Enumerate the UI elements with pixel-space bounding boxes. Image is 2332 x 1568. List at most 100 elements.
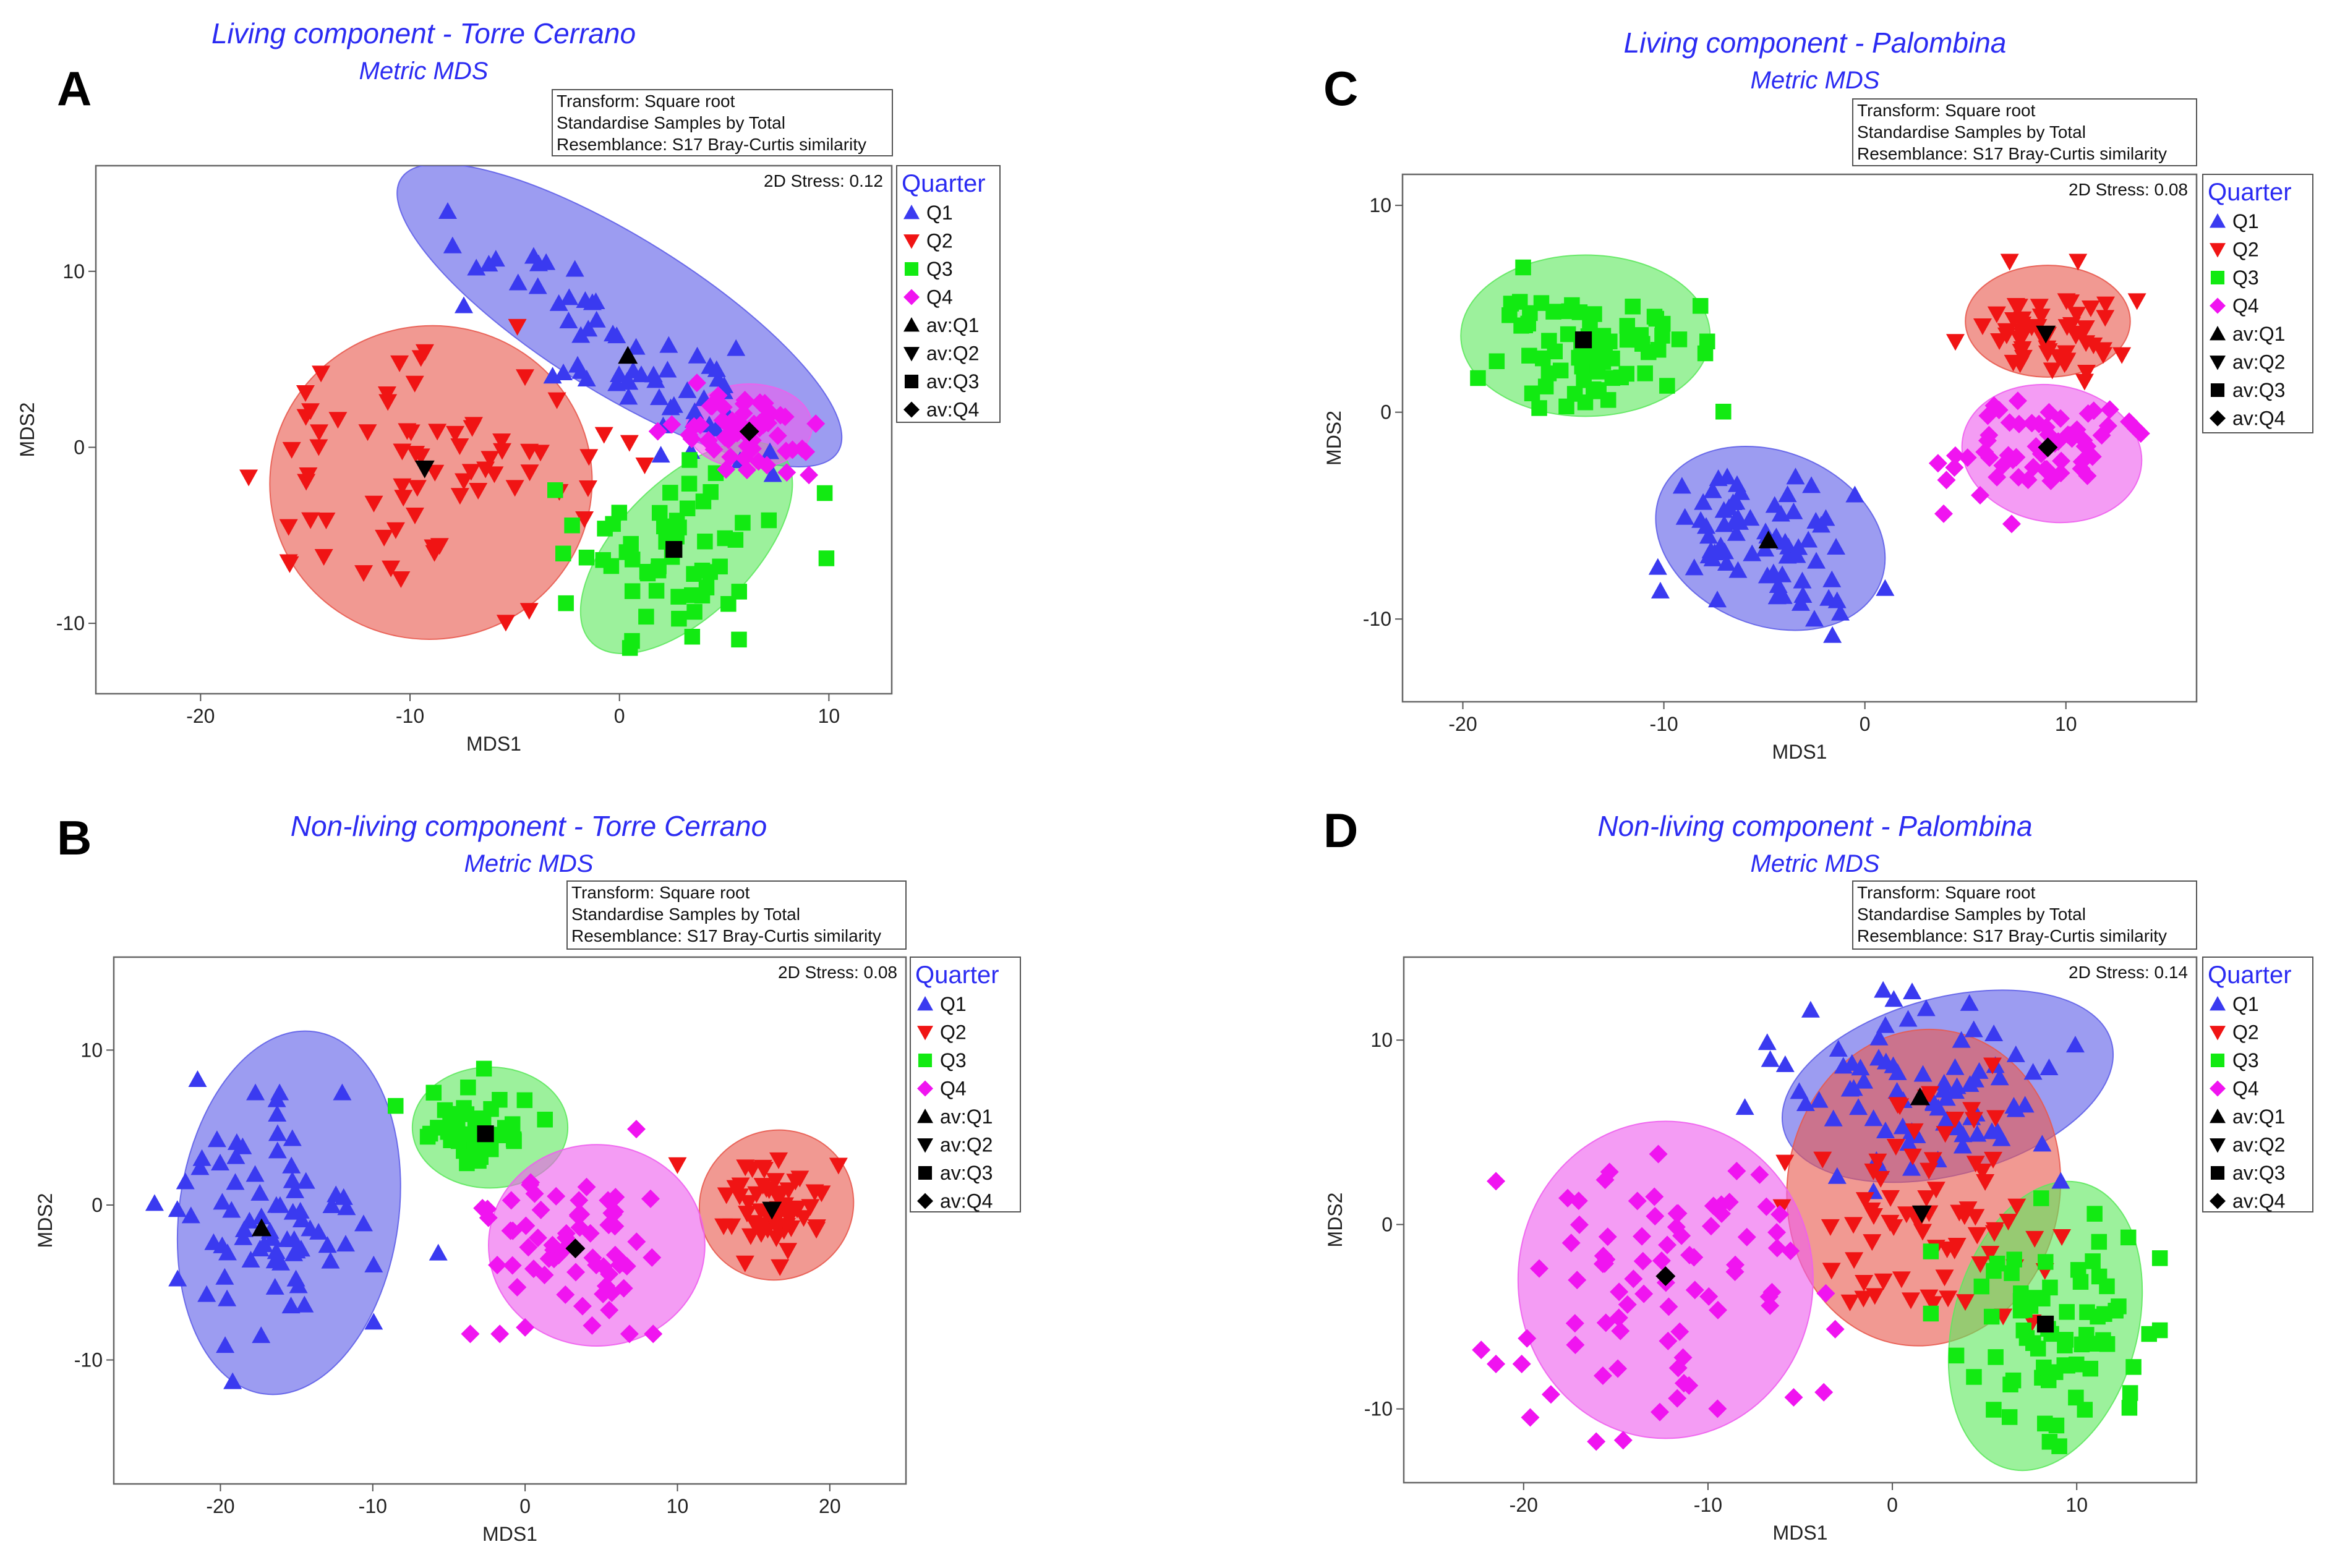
legend-marker: [903, 347, 920, 362]
point-q2: [1986, 1110, 2005, 1127]
point-q1: [1827, 1167, 1847, 1184]
x-tick-label: -10: [1649, 713, 1678, 735]
legend-marker: [904, 374, 919, 389]
point-q3: [1973, 1278, 1990, 1295]
point-q3: [1537, 378, 1554, 394]
x-tick-label: -10: [396, 705, 424, 727]
legend-label: av:Q2: [2232, 351, 2285, 373]
legend-marker: [917, 1080, 933, 1097]
point-q2: [386, 522, 405, 539]
point-q4: [1566, 1336, 1585, 1355]
point-q2: [519, 603, 539, 620]
point-q1: [283, 1203, 302, 1220]
point-q2: [1813, 1151, 1832, 1169]
point-q2: [579, 449, 599, 466]
point-q1: [1819, 589, 1839, 606]
point-q3: [2056, 1357, 2072, 1373]
point-q1: [207, 1130, 226, 1148]
point-q2: [531, 445, 550, 462]
point-q1: [658, 360, 677, 378]
point-q1: [213, 1193, 232, 1210]
point-q3: [476, 1060, 492, 1077]
point-q2: [2067, 307, 2086, 324]
point-q1: [213, 1236, 232, 1253]
point-q2: [2057, 354, 2076, 371]
point-q1: [176, 1172, 195, 1190]
point-q1: [321, 1251, 340, 1269]
point-q3: [537, 1111, 553, 1128]
point-q3: [506, 1133, 522, 1149]
point-q4: [1667, 1204, 1686, 1223]
legend-label: Q4: [926, 286, 953, 309]
point-q4: [2078, 404, 2098, 423]
point-q2: [575, 511, 594, 529]
point-q2: [1881, 1190, 1900, 1207]
panel-letter: A: [57, 61, 92, 116]
point-q1: [226, 1147, 246, 1164]
point-q2: [578, 480, 597, 497]
point-q2: [1920, 1162, 1939, 1180]
point-q3: [623, 535, 639, 552]
point-q2: [1903, 1148, 1922, 1165]
point-q1: [1728, 561, 1748, 578]
point-q2: [738, 1206, 757, 1223]
legend-marker: [903, 289, 920, 305]
point-q1: [1945, 1058, 1965, 1075]
point-q4: [566, 1263, 586, 1282]
point-q3: [1986, 1402, 2002, 1418]
point-q1: [1816, 509, 1835, 526]
point-q3: [695, 493, 712, 509]
point-q4: [648, 422, 667, 441]
point-q4: [1633, 1251, 1652, 1271]
legend-label: Q4: [2232, 295, 2259, 317]
point-q3: [1566, 386, 1583, 402]
point-q3: [2077, 1402, 2093, 1418]
point-q3: [1697, 345, 1714, 362]
point-q4: [777, 463, 797, 482]
point-q2: [807, 1222, 826, 1239]
panel-A: A Living component - Torre Cerrano Metric …: [16, 17, 1001, 755]
point-q4: [723, 411, 742, 430]
legend-label: Q3: [2232, 1049, 2259, 1072]
point-q2: [2022, 319, 2041, 336]
point-q4: [691, 415, 710, 435]
point-q3: [1501, 307, 1518, 323]
average-q4: [739, 421, 759, 441]
point-q2: [594, 427, 613, 444]
point-q3: [1582, 319, 1598, 336]
ellipse-q2: [1965, 265, 2131, 378]
point-q4: [547, 1187, 566, 1206]
point-q3: [2082, 1360, 2099, 1377]
point-q4: [1487, 1355, 1506, 1374]
point-q4: [771, 406, 790, 425]
point-q2: [2096, 296, 2115, 313]
point-q2: [1976, 1174, 1995, 1191]
legend-marker: [903, 234, 920, 249]
point-q3: [717, 530, 733, 547]
y-axis-title: MDS2: [16, 403, 38, 458]
point-q4: [1587, 1432, 1606, 1451]
point-q3: [1592, 339, 1608, 355]
point-q4: [1673, 1348, 1693, 1367]
point-q3: [1540, 365, 1557, 381]
point-q1: [218, 1289, 237, 1306]
point-q1: [1884, 990, 1903, 1007]
point-q1: [233, 1137, 252, 1154]
y-tick-label: 10: [80, 1039, 103, 1061]
point-q4: [1757, 1197, 1776, 1216]
point-q1: [223, 1372, 242, 1389]
point-q3: [662, 485, 678, 501]
point-q4: [2009, 467, 2028, 487]
average-q2: [2036, 325, 2056, 344]
point-q1: [1727, 475, 1746, 492]
point-q2: [767, 1187, 786, 1204]
legend-marker: [918, 1165, 933, 1180]
point-q3: [2099, 1278, 2115, 1295]
point-q1: [283, 1171, 302, 1188]
point-q3: [1637, 365, 1653, 381]
point-q3: [1604, 370, 1620, 386]
legend-label: Q2: [2232, 239, 2259, 261]
point-q2: [1923, 1152, 1942, 1169]
x-tick-label: -10: [1694, 1494, 1722, 1516]
